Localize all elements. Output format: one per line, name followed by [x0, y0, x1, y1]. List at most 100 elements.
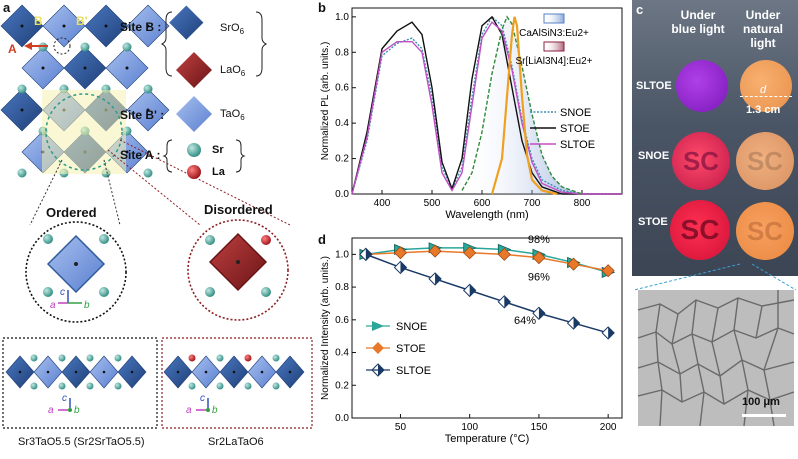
sr-atom: [244, 382, 252, 390]
sr-atom: [86, 382, 94, 390]
axis-c-ordered: c: [60, 287, 65, 298]
legend-label-sltoe: SLTOE: [396, 365, 431, 377]
x-tick-label: 50: [395, 422, 407, 433]
dimension-label-size: 1.3 cm: [746, 104, 781, 116]
sr-atom: [272, 354, 280, 362]
sr-atom-icon: [187, 143, 201, 157]
axis-b-br: b: [212, 405, 218, 416]
legend-srlial: Sr[LiAl3N4]:Eu2+: [516, 56, 593, 67]
marker-fill-sltoe: [538, 307, 545, 320]
cation-dot: [74, 370, 78, 374]
panel-a: a: [0, 0, 315, 459]
site-b2-item: TaO6: [220, 108, 245, 123]
disordered-label: Disordered: [204, 202, 273, 217]
x-axis-label: Temperature (°C): [445, 433, 529, 445]
y-tick-label: 0.8: [335, 282, 349, 293]
marker-stoe: [497, 247, 511, 261]
sr-atom: [216, 382, 224, 390]
cation-dot: [83, 66, 87, 70]
sr-atom: [272, 382, 280, 390]
sem-grains: [638, 290, 794, 426]
scale-label: 100 μm: [742, 396, 780, 408]
axis-c-bl: c: [62, 393, 67, 404]
scale-bar: [742, 414, 786, 417]
x-tick-label: 800: [574, 198, 591, 209]
legend-label-snoe: SNOE: [560, 107, 591, 119]
series-caalsin3-eu2-: [461, 15, 583, 195]
y-tick-label: 1.0: [335, 249, 349, 260]
y-axis-label: Normalized PL (arb. units.): [320, 42, 331, 161]
sr-atom: [17, 84, 27, 94]
col-header-natural: Under natural light: [742, 8, 783, 50]
disc-stoe-blue: SC: [670, 200, 730, 260]
sr-atom: [30, 354, 38, 362]
cation-dot: [232, 370, 236, 374]
disc-stoe-natural: SC: [736, 202, 794, 260]
y-axis-label: Normalized Intensity (arb. units.): [320, 256, 331, 400]
y-tick-label: 0.6: [335, 83, 349, 94]
y-tick-label: 1.0: [335, 12, 349, 23]
series-sr-lial3n4-eu2-: [490, 16, 558, 196]
cation-dot: [41, 66, 45, 70]
cation-dot: [130, 370, 134, 374]
legend-caalsin: CaAlSiN3:Eu2+: [519, 28, 589, 39]
sr-atom: [122, 42, 132, 52]
y-tick-label: 0.4: [335, 348, 349, 359]
panel-a-graphic: [0, 4, 313, 429]
sr-atom: [17, 168, 27, 178]
x-tick-label: 500: [424, 198, 441, 209]
tao6-icon: [176, 96, 212, 132]
formula-left: Sr3TaO5.5 (Sr2SrTaO5.5): [18, 436, 145, 448]
disc-text: SC: [680, 214, 720, 245]
site-b-item-1: SrO6: [220, 22, 245, 37]
lattice-label-b2: B': [76, 14, 88, 28]
plot-frame: [351, 237, 623, 419]
annotation-96: 96%: [528, 272, 550, 284]
x-tick-label: 700: [524, 198, 541, 209]
panel-c-photo: c Under blue light Under natural light S…: [632, 0, 798, 276]
cation-dot: [62, 24, 66, 28]
y-tick-label: 0.2: [335, 154, 349, 165]
cation-dot: [125, 150, 129, 154]
disc-sltoe-natural: [740, 60, 792, 112]
marker-fill-sltoe: [573, 317, 580, 330]
cation-dot: [146, 108, 150, 112]
sr-atom: [80, 42, 90, 52]
axis-b-ordered: b: [84, 300, 90, 311]
pl-spectrum-chart: 400 500 600 700 800 0.0 0.2 0.4 0.6 0.8 1.0 Wavelen…: [320, 7, 623, 221]
axis-a-ordered: a: [50, 300, 56, 311]
marker-stoe: [463, 246, 477, 260]
cation-dot: [20, 108, 24, 112]
la-atom: [188, 354, 196, 362]
series-sltoe: [365, 253, 609, 334]
cation-dot: [104, 24, 108, 28]
site-a-title: Site A :: [120, 148, 161, 162]
sr-atom: [114, 354, 122, 362]
cation-dot: [102, 370, 106, 374]
disc-snoe-natural: SC: [736, 132, 794, 190]
panel-b-label: b: [318, 0, 326, 15]
legend-label-sltoe: SLTOE: [560, 139, 595, 151]
series-stoe: [351, 15, 622, 195]
y-tick-label: 0.4: [335, 118, 349, 129]
axes-bottom-right: [196, 398, 210, 412]
dimension-label-d: d: [760, 84, 767, 96]
sem-image: 100 μm: [638, 290, 794, 426]
axis-c-br: c: [200, 393, 205, 404]
site-b2-title: Site B' :: [120, 108, 165, 122]
cation-dot: [204, 370, 208, 374]
thermal-quenching-chart: 50 100 150 200 0.0 0.2 0.4 0.6 0.8 1.0 Temperature…: [320, 234, 623, 445]
cation-dot: [260, 370, 264, 374]
axis-b-bl: b: [74, 405, 80, 416]
axes-bottom-left: [58, 398, 72, 412]
lattice-label-b: B: [34, 14, 43, 28]
marker-fill-sltoe: [365, 248, 372, 261]
sr-atom: [188, 382, 196, 390]
legend-label-stoe: STOE: [560, 123, 590, 135]
cation-dot: [125, 66, 129, 70]
x-axis-label: Wavelength (nm): [445, 209, 528, 221]
lao6-icon: [176, 52, 212, 88]
sr-atom: [58, 382, 66, 390]
legend-label-stoe: STOE: [396, 343, 426, 355]
y-tick-label: 0.0: [335, 413, 349, 424]
